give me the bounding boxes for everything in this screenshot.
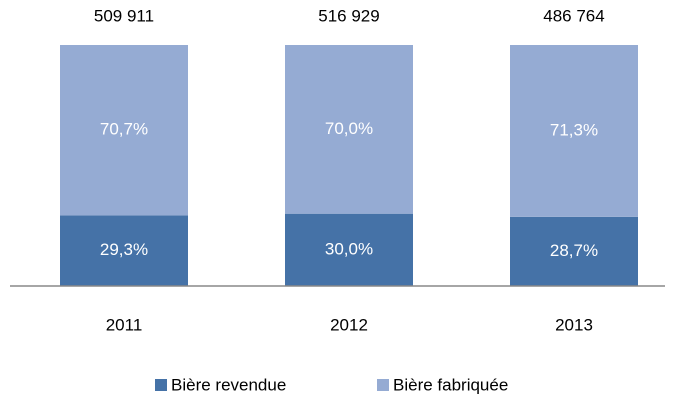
bar-segment <box>285 213 413 286</box>
bar-segment <box>60 45 188 216</box>
value-label: 30,0% <box>325 239 373 258</box>
legend-swatch <box>155 379 167 391</box>
total-label: 486 764 <box>543 6 604 25</box>
bar-segment <box>510 216 638 286</box>
x-tick-label: 2012 <box>330 315 368 334</box>
value-label: 28,7% <box>550 241 598 260</box>
value-label: 71,3% <box>550 120 598 139</box>
x-tick-label: 2013 <box>555 315 593 334</box>
x-tick-label: 2011 <box>106 315 143 334</box>
bar-segment <box>510 45 638 217</box>
value-label: 29,3% <box>100 240 148 259</box>
bar-segment <box>285 45 413 214</box>
legend-label: Bière revendue <box>171 375 286 394</box>
value-label: 70,7% <box>100 120 148 139</box>
value-label: 70,0% <box>325 119 373 138</box>
bar-segment <box>60 215 188 286</box>
total-label: 509 911 <box>94 6 154 25</box>
total-label: 516 929 <box>318 6 379 25</box>
legend-label: Bière fabriquée <box>393 375 508 394</box>
legend-swatch <box>377 379 389 391</box>
